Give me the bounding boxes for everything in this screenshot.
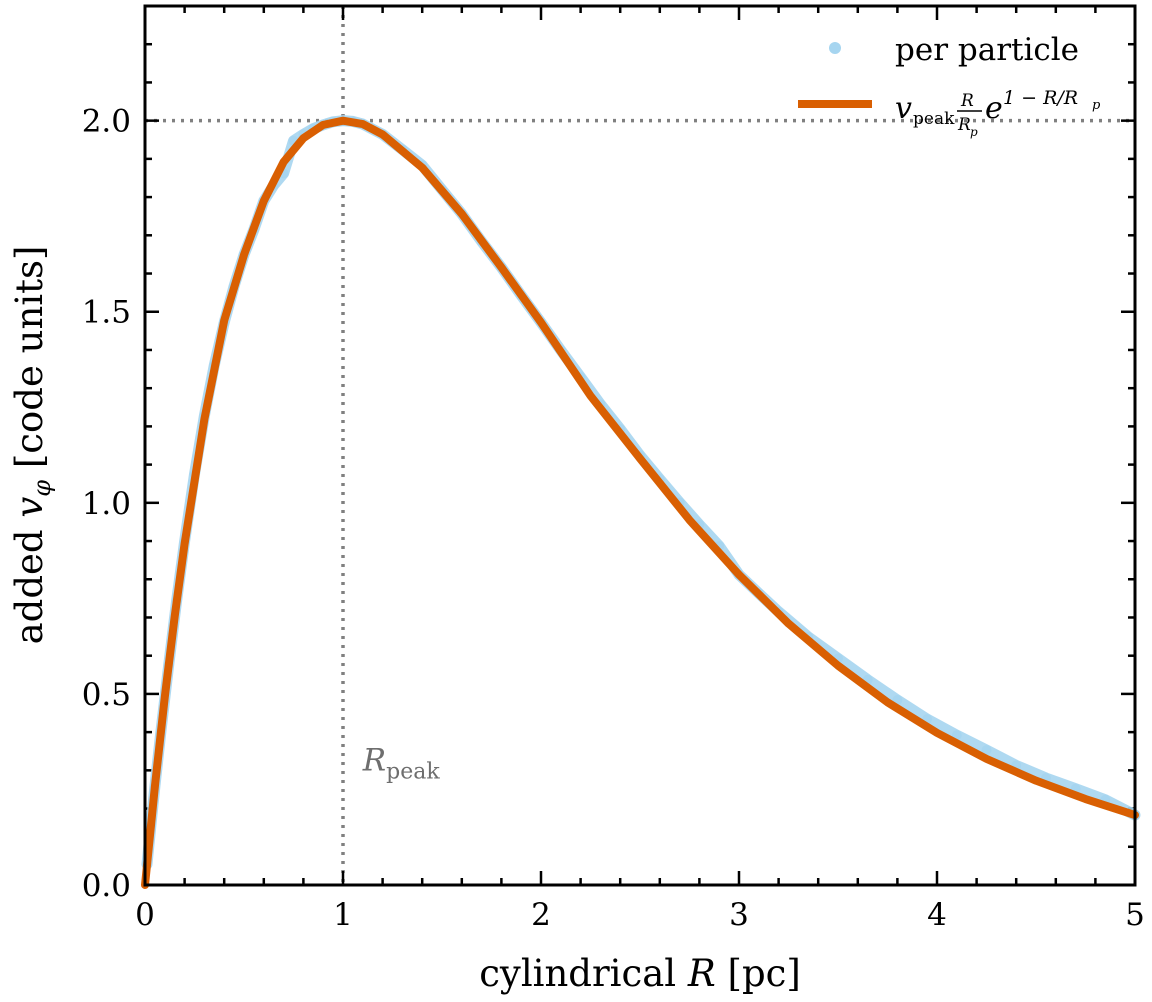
legend-frac-num: R: [960, 91, 974, 111]
reference-lines: [145, 6, 1135, 885]
x-tick-label: 4: [927, 897, 947, 933]
legend-e: e: [985, 91, 1003, 126]
y-axis-label: added vφ [code units]: [8, 246, 56, 645]
y-tick-label: 0.5: [82, 677, 131, 713]
legend-exp: 1 − R/R: [1003, 87, 1078, 109]
legend-marker-per-particle: [829, 42, 841, 54]
model-line: [141, 116, 1139, 889]
series-model-curve: [141, 116, 1139, 889]
x-tick-label: 0: [135, 897, 155, 933]
annotation-main: R: [362, 742, 386, 778]
legend-v-sub: peak: [913, 109, 955, 129]
legend-exp-sub: p: [1092, 98, 1101, 113]
legend-frac-den: R: [957, 115, 971, 135]
x-tick-label: 1: [333, 897, 353, 933]
y-tick-label: 0.0: [82, 868, 131, 904]
y-tick-label: 1.5: [82, 295, 131, 331]
legend-label-per-particle: per particle: [895, 32, 1079, 68]
legend-v: v: [895, 91, 912, 126]
plot-frame: [143, 4, 1137, 887]
x-tick-label: 2: [531, 897, 551, 933]
tick-labels: 0 1 2 3 4 5 0.0 0.5 1.0 1.5 2.0: [82, 104, 1145, 933]
x-axis-label: cylindrical R [pc]: [479, 952, 801, 995]
y-tick-label: 1.0: [82, 486, 131, 522]
legend-label-model: v peak R R p e 1 − R/R p: [895, 87, 1101, 139]
legend-frac-den-sub: p: [970, 125, 978, 139]
annotation-r-peak: Rpeak: [362, 742, 441, 784]
x-tick-label: 5: [1125, 897, 1145, 933]
x-tick-label: 3: [729, 897, 749, 933]
legend: per particle v peak R R p e 1 − R/R p: [798, 32, 1101, 139]
y-tick-label: 2.0: [82, 104, 131, 140]
annotation-sub: peak: [386, 759, 440, 784]
